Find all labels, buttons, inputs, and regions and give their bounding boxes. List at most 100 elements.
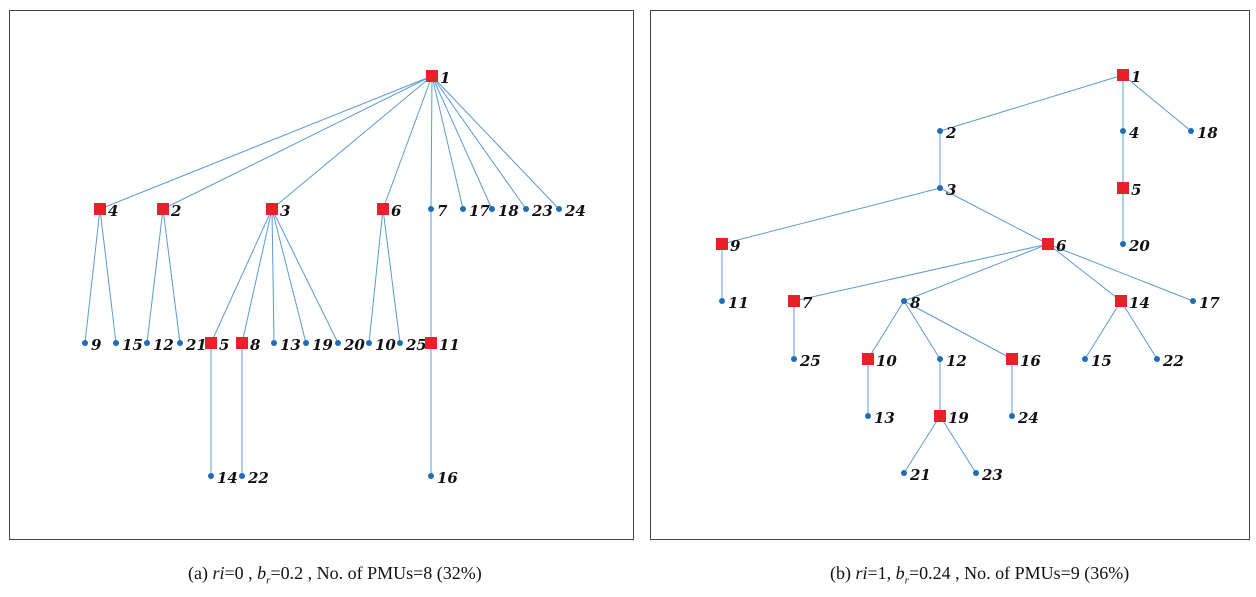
edge-19-21 bbox=[903, 415, 941, 474]
node-label-19: 19 bbox=[948, 409, 969, 427]
bus-node-24 bbox=[1009, 413, 1015, 419]
node-label-11: 11 bbox=[728, 294, 749, 312]
bus-node-13 bbox=[271, 340, 277, 346]
node-label-15: 15 bbox=[122, 336, 143, 354]
edge-6-10 bbox=[368, 208, 384, 344]
pmu-node-3 bbox=[266, 203, 278, 215]
pmu-node-1 bbox=[1117, 69, 1129, 81]
node-label-18: 18 bbox=[1197, 124, 1218, 142]
node-label-9: 9 bbox=[730, 237, 741, 255]
node-label-12: 12 bbox=[946, 352, 967, 370]
node-label-24: 24 bbox=[1017, 409, 1039, 427]
bus-node-14 bbox=[208, 473, 214, 479]
node-label-7: 7 bbox=[437, 202, 448, 220]
edge-1-18 bbox=[431, 75, 493, 210]
pmu-node-6 bbox=[377, 203, 389, 215]
edge-6-7 bbox=[793, 243, 1049, 302]
node-label-14: 14 bbox=[217, 469, 238, 487]
ri-value: =1, bbox=[867, 563, 896, 583]
node-label-2: 2 bbox=[945, 124, 956, 142]
pmu-node-19 bbox=[934, 410, 946, 422]
bus-node-17 bbox=[1190, 298, 1196, 304]
bus-node-21 bbox=[901, 470, 907, 476]
node-label-2: 2 bbox=[170, 202, 181, 220]
tree-panel-b: 1 2 4 18 3 5 9 6 20 11 7 8 14 17 25 10 12 16 15 22 13 19 24 21 2… bbox=[650, 10, 1250, 540]
bus-node-22 bbox=[239, 473, 245, 479]
node-label-14: 14 bbox=[1129, 294, 1150, 312]
edge-1-24 bbox=[431, 75, 560, 210]
node-label-23: 23 bbox=[531, 202, 553, 220]
pmu-node-4 bbox=[94, 203, 106, 215]
node-label-6: 6 bbox=[391, 202, 402, 220]
node-label-6: 6 bbox=[1056, 237, 1067, 255]
pmu-node-5 bbox=[1117, 182, 1129, 194]
bus-node-15 bbox=[1082, 356, 1088, 362]
caption-a: (a) ri=0 , br=0.2 , No. of PMUs=8 (32%) bbox=[188, 563, 482, 587]
bus-node-16 bbox=[428, 473, 434, 479]
edge-1-17 bbox=[431, 75, 464, 210]
node-label-20: 20 bbox=[1128, 237, 1150, 255]
caption-prefix: (b) bbox=[830, 563, 856, 583]
edge-3-20 bbox=[271, 208, 339, 344]
bus-node-20 bbox=[1120, 241, 1126, 247]
bus-node-3 bbox=[937, 185, 943, 191]
node-label-4: 4 bbox=[1129, 124, 1139, 142]
bus-node-13 bbox=[865, 413, 871, 419]
pmu-node-2 bbox=[157, 203, 169, 215]
edge-1-2 bbox=[939, 74, 1124, 132]
node-label-25: 25 bbox=[799, 352, 821, 370]
bus-node-12 bbox=[937, 356, 943, 362]
bus-node-2 bbox=[937, 128, 943, 134]
edge-1-3 bbox=[271, 75, 433, 210]
pmu-node-7 bbox=[788, 295, 800, 307]
pmu-node-14 bbox=[1115, 295, 1127, 307]
node-label-10: 10 bbox=[876, 352, 897, 370]
bus-node-23 bbox=[523, 206, 529, 212]
bus-node-19 bbox=[303, 340, 309, 346]
bus-node-24 bbox=[556, 206, 562, 212]
node-label-21: 21 bbox=[909, 466, 931, 484]
edge-1-23 bbox=[431, 75, 527, 210]
b-subscript: r bbox=[904, 574, 909, 587]
node-label-11: 11 bbox=[439, 336, 460, 354]
node-label-21: 21 bbox=[185, 336, 207, 354]
b-value: =0.24 , No. of PMUs=9 (36%) bbox=[908, 563, 1130, 583]
pmu-node-1 bbox=[426, 70, 438, 82]
node-label-9: 9 bbox=[91, 336, 102, 354]
node-label-16: 16 bbox=[1020, 352, 1041, 370]
edge-1-18 bbox=[1122, 74, 1192, 132]
pmu-node-8 bbox=[236, 337, 248, 349]
node-label-19: 19 bbox=[312, 336, 333, 354]
b-symbol: b bbox=[257, 563, 267, 583]
edge-6-8 bbox=[903, 243, 1049, 302]
bus-node-23 bbox=[973, 470, 979, 476]
edge-4-15 bbox=[99, 208, 117, 344]
bus-node-4 bbox=[1120, 128, 1126, 134]
edge-3-9 bbox=[721, 187, 941, 245]
ri-symbol: ri bbox=[212, 563, 225, 583]
edge-3-8 bbox=[241, 208, 273, 344]
bus-node-25 bbox=[791, 356, 797, 362]
bus-node-7 bbox=[428, 206, 434, 212]
node-label-5: 5 bbox=[1131, 181, 1141, 199]
bus-node-18 bbox=[489, 206, 495, 212]
node-label-12: 12 bbox=[153, 336, 174, 354]
bus-node-9 bbox=[82, 340, 88, 346]
edge-2-21 bbox=[162, 208, 181, 344]
bus-node-11 bbox=[719, 298, 725, 304]
node-label-23: 23 bbox=[981, 466, 1003, 484]
node-label-3: 3 bbox=[946, 181, 956, 199]
node-label-22: 22 bbox=[247, 469, 269, 487]
edge-1-4 bbox=[99, 75, 433, 210]
edge-1-2 bbox=[162, 75, 433, 210]
edge-1-7 bbox=[430, 75, 433, 210]
edge-3-5 bbox=[210, 208, 273, 344]
bus-node-25 bbox=[397, 340, 403, 346]
node-label-10: 10 bbox=[375, 336, 396, 354]
edge-6-17 bbox=[1047, 243, 1194, 302]
pmu-node-6 bbox=[1042, 238, 1054, 250]
edge-8-10 bbox=[867, 300, 905, 360]
bus-node-10 bbox=[366, 340, 372, 346]
node-label-17: 17 bbox=[469, 202, 490, 220]
